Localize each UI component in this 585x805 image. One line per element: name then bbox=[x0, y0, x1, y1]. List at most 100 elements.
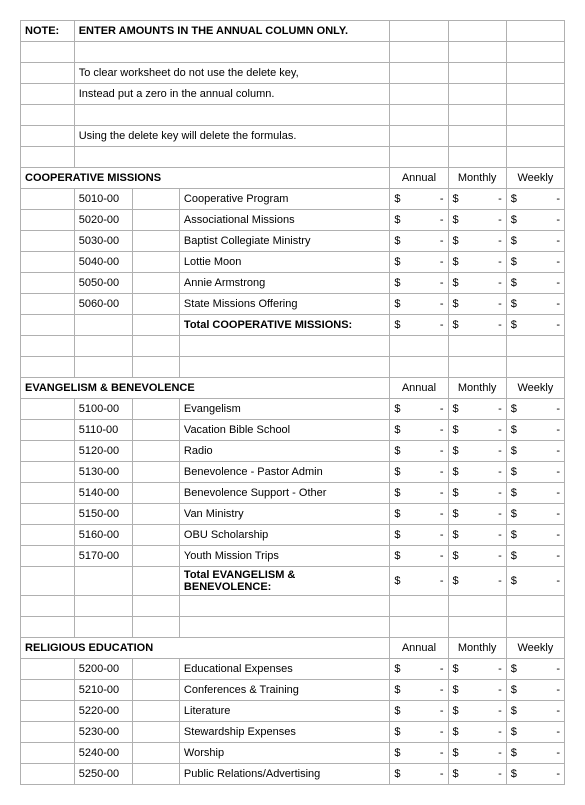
amount-value: - bbox=[498, 214, 502, 226]
section-title: EVANGELISM & BENEVOLENCE bbox=[21, 378, 390, 399]
currency-symbol: $ bbox=[511, 235, 517, 247]
account-code: 5250-00 bbox=[74, 764, 132, 785]
section-total-label: Total EVANGELISM & BENEVOLENCE: bbox=[179, 567, 389, 596]
currency-symbol: $ bbox=[511, 256, 517, 268]
amount-value: - bbox=[556, 235, 560, 247]
amount-value: - bbox=[498, 705, 502, 717]
currency-symbol: $ bbox=[453, 256, 459, 268]
amount-value: - bbox=[440, 575, 444, 587]
account-desc: Youth Mission Trips bbox=[179, 546, 389, 567]
amount-monthly: $- bbox=[448, 722, 506, 743]
amount-annual: $- bbox=[390, 701, 448, 722]
amount-value: - bbox=[498, 684, 502, 696]
currency-symbol: $ bbox=[453, 487, 459, 499]
account-code: 5060-00 bbox=[74, 294, 132, 315]
amount-annual: $- bbox=[390, 680, 448, 701]
period-weekly: Weekly bbox=[506, 378, 564, 399]
amount-monthly: $- bbox=[448, 399, 506, 420]
account-code: 5240-00 bbox=[74, 743, 132, 764]
currency-symbol: $ bbox=[394, 319, 400, 331]
amount-value: - bbox=[440, 508, 444, 520]
currency-symbol: $ bbox=[453, 319, 459, 331]
amount-annual: $- bbox=[390, 294, 448, 315]
section-title: RELIGIOUS EDUCATION bbox=[21, 638, 390, 659]
amount-weekly: $- bbox=[506, 504, 564, 525]
amount-value: - bbox=[498, 235, 502, 247]
period-annual: Annual bbox=[390, 168, 448, 189]
period-annual: Annual bbox=[390, 638, 448, 659]
amount-value: - bbox=[498, 319, 502, 331]
amount-monthly: $- bbox=[448, 189, 506, 210]
amount-monthly: $- bbox=[448, 743, 506, 764]
currency-symbol: $ bbox=[511, 663, 517, 675]
amount-weekly: $- bbox=[506, 546, 564, 567]
currency-symbol: $ bbox=[453, 747, 459, 759]
amount-value: - bbox=[440, 466, 444, 478]
account-code: 5100-00 bbox=[74, 399, 132, 420]
amount-value: - bbox=[556, 508, 560, 520]
account-desc: Public Relations/Advertising bbox=[179, 764, 389, 785]
currency-symbol: $ bbox=[453, 445, 459, 457]
currency-symbol: $ bbox=[511, 529, 517, 541]
amount-value: - bbox=[440, 663, 444, 675]
account-code: 5030-00 bbox=[74, 231, 132, 252]
currency-symbol: $ bbox=[511, 445, 517, 457]
amount-monthly: $- bbox=[448, 420, 506, 441]
currency-symbol: $ bbox=[394, 235, 400, 247]
amount-monthly: $- bbox=[448, 764, 506, 785]
amount-value: - bbox=[556, 768, 560, 780]
account-desc: OBU Scholarship bbox=[179, 525, 389, 546]
account-desc: Literature bbox=[179, 701, 389, 722]
account-code: 5200-00 bbox=[74, 659, 132, 680]
amount-value: - bbox=[556, 445, 560, 457]
period-monthly: Monthly bbox=[448, 378, 506, 399]
currency-symbol: $ bbox=[453, 663, 459, 675]
currency-symbol: $ bbox=[511, 705, 517, 717]
amount-monthly: $- bbox=[448, 231, 506, 252]
account-desc: Vacation Bible School bbox=[179, 420, 389, 441]
currency-symbol: $ bbox=[394, 726, 400, 738]
amount-weekly: $- bbox=[506, 294, 564, 315]
account-code: 5110-00 bbox=[74, 420, 132, 441]
note-label: NOTE: bbox=[21, 21, 75, 42]
amount-value: - bbox=[440, 529, 444, 541]
currency-symbol: $ bbox=[394, 575, 400, 587]
amount-value: - bbox=[440, 684, 444, 696]
amount-annual: $- bbox=[390, 231, 448, 252]
total-monthly: $- bbox=[448, 567, 506, 596]
amount-value: - bbox=[556, 466, 560, 478]
amount-value: - bbox=[498, 277, 502, 289]
currency-symbol: $ bbox=[394, 277, 400, 289]
amount-annual: $- bbox=[390, 504, 448, 525]
account-desc: Benevolence Support - Other bbox=[179, 483, 389, 504]
account-desc: Lottie Moon bbox=[179, 252, 389, 273]
amount-value: - bbox=[498, 726, 502, 738]
total-annual: $- bbox=[390, 567, 448, 596]
period-annual: Annual bbox=[390, 378, 448, 399]
amount-value: - bbox=[556, 575, 560, 587]
currency-symbol: $ bbox=[511, 319, 517, 331]
total-weekly: $- bbox=[506, 315, 564, 336]
currency-symbol: $ bbox=[394, 529, 400, 541]
amount-value: - bbox=[440, 705, 444, 717]
amount-value: - bbox=[556, 298, 560, 310]
currency-symbol: $ bbox=[453, 403, 459, 415]
currency-symbol: $ bbox=[511, 424, 517, 436]
amount-value: - bbox=[498, 256, 502, 268]
amount-value: - bbox=[556, 319, 560, 331]
amount-annual: $- bbox=[390, 462, 448, 483]
amount-weekly: $- bbox=[506, 399, 564, 420]
amount-value: - bbox=[498, 575, 502, 587]
currency-symbol: $ bbox=[511, 298, 517, 310]
amount-monthly: $- bbox=[448, 483, 506, 504]
account-code: 5010-00 bbox=[74, 189, 132, 210]
currency-symbol: $ bbox=[453, 550, 459, 562]
account-desc: Baptist Collegiate Ministry bbox=[179, 231, 389, 252]
account-desc: Radio bbox=[179, 441, 389, 462]
currency-symbol: $ bbox=[394, 768, 400, 780]
amount-value: - bbox=[556, 529, 560, 541]
amount-weekly: $- bbox=[506, 441, 564, 462]
amount-value: - bbox=[498, 424, 502, 436]
amount-annual: $- bbox=[390, 722, 448, 743]
amount-value: - bbox=[556, 550, 560, 562]
